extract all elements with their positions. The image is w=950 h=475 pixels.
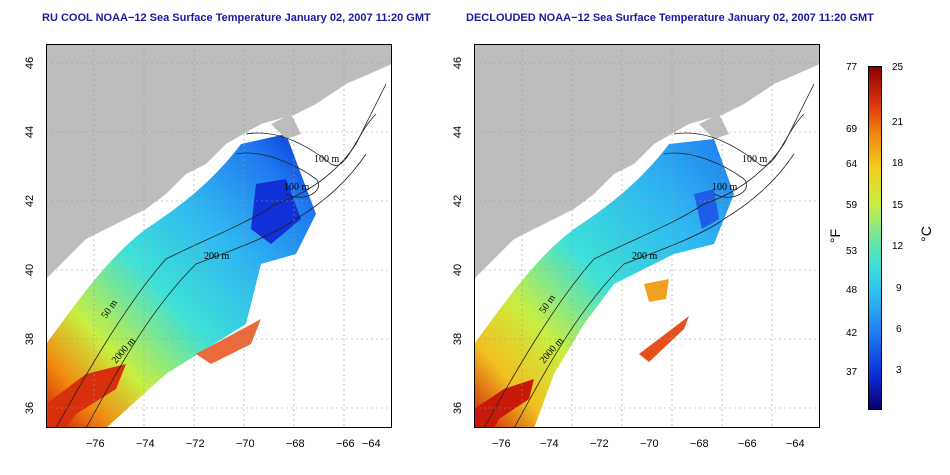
x-tick: −66 (738, 438, 757, 450)
fahrenheit-tick: 53 (846, 246, 858, 257)
y-tick: 40 (452, 263, 465, 277)
fahrenheit-tick: 64 (846, 159, 858, 170)
fahrenheit-unit-label: °F (827, 228, 844, 244)
celsius-tick: 12 (892, 241, 904, 252)
celsius-tick: 6 (896, 324, 902, 335)
fahrenheit-tick: 59 (846, 200, 858, 211)
fahrenheit-tick: 48 (846, 285, 858, 296)
celsius-tick: 9 (896, 283, 902, 294)
left-map: 100 m 100 m 200 m 50 m 2000 m (46, 44, 392, 429)
y-tick: 44 (452, 125, 465, 139)
celsius-tick: 25 (892, 62, 904, 73)
contour-label: 100 m (712, 182, 738, 193)
right-map: 100 m 100 m 200 m 50 m 2000 m (474, 44, 820, 429)
graticule (474, 44, 820, 428)
cold-blue-patch (694, 189, 719, 229)
warm-patch (644, 279, 669, 302)
y-tick: 42 (452, 194, 465, 208)
x-tick: −72 (186, 438, 205, 450)
left-map-title: RU COOL NOAA−12 Sea Surface Temperature … (42, 12, 431, 24)
colorbar (868, 66, 882, 410)
fahrenheit-tick: 42 (846, 328, 858, 339)
y-tick: 46 (452, 56, 465, 70)
x-tick: −74 (136, 438, 155, 450)
map-frame (46, 44, 392, 428)
fahrenheit-tick: 69 (846, 124, 858, 135)
y-tick: 38 (24, 332, 37, 346)
sst-swath (46, 134, 316, 428)
y-tick: 38 (452, 332, 465, 346)
cape-cod-land (699, 114, 729, 139)
x-tick: −68 (286, 438, 305, 450)
x-tick: −64 (362, 438, 381, 450)
land-mass (474, 44, 820, 279)
right-map-title: DECLOUDED NOAA−12 Sea Surface Temperatur… (466, 12, 874, 24)
y-tick: 42 (24, 194, 37, 208)
celsius-tick: 21 (892, 117, 904, 128)
x-tick: −66 (336, 438, 355, 450)
warm-coastal-band (474, 379, 534, 428)
x-tick: −70 (236, 438, 255, 450)
x-tick: −74 (540, 438, 559, 450)
celsius-tick: 15 (892, 200, 904, 211)
right-map-panel: 100 m 100 m 200 m 50 m 2000 m (474, 44, 820, 433)
contour-label: 100 m (314, 154, 340, 165)
land-mass (46, 44, 392, 279)
contour-label: 200 m (204, 251, 230, 262)
celsius-unit-label: °C (917, 226, 934, 242)
y-tick: 40 (24, 263, 37, 277)
contour-label: 100 m (742, 154, 768, 165)
x-tick: −72 (590, 438, 609, 450)
celsius-tick: 3 (896, 365, 902, 376)
x-tick: −76 (86, 438, 105, 450)
warm-coastal-band (46, 364, 126, 428)
fahrenheit-tick: 77 (846, 62, 858, 73)
x-tick: −64 (786, 438, 805, 450)
map-frame (474, 44, 820, 428)
bathymetry-contours (55, 83, 387, 429)
left-map-panel: 100 m 100 m 200 m 50 m 2000 m (46, 44, 392, 433)
x-tick: −68 (690, 438, 709, 450)
cape-cod-land (271, 114, 301, 139)
y-tick: 36 (452, 401, 465, 415)
celsius-tick: 18 (892, 158, 904, 169)
fahrenheit-tick: 37 (846, 367, 858, 378)
colorbar-gradient (868, 66, 882, 410)
warm-eddy (196, 319, 261, 364)
bathymetry-contours (483, 83, 815, 429)
contour-label: 100 m (284, 182, 310, 193)
contour-label: 200 m (632, 251, 658, 262)
x-tick: −76 (492, 438, 511, 450)
graticule (46, 44, 392, 428)
y-tick: 44 (24, 125, 37, 139)
y-tick: 36 (24, 401, 37, 415)
y-tick: 46 (24, 56, 37, 70)
sst-swath (474, 139, 734, 428)
x-tick: −70 (640, 438, 659, 450)
